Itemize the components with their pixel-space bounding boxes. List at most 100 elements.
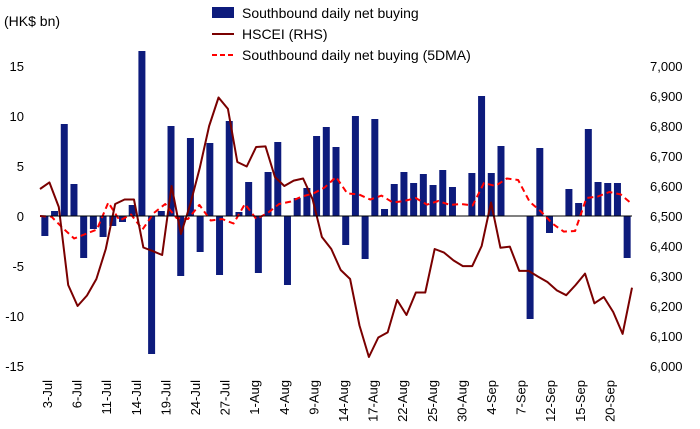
right-tick-5: 6,500: [650, 209, 683, 224]
bar-31: [342, 216, 350, 245]
bar-3: [70, 184, 78, 216]
legend-swatch-bars: [212, 7, 234, 18]
bar-41: [439, 170, 447, 216]
bar-16: [196, 216, 204, 252]
legend-label-bars: Southbound daily net buying: [242, 5, 419, 21]
bar-44: [468, 173, 476, 216]
bar-5: [89, 216, 97, 229]
x-tick-9: 9-Aug: [306, 380, 321, 415]
x-tick-19: 20-Sep: [602, 380, 617, 422]
bar-15: [186, 138, 194, 216]
bar-57: [594, 182, 602, 216]
bar-29: [322, 127, 330, 216]
x-tick-2: 11-Jul: [99, 380, 114, 415]
bar-34: [371, 119, 379, 216]
x-tick-11: 17-Aug: [366, 380, 381, 422]
right-tick-3: 6,300: [650, 269, 683, 284]
bar-13: [167, 126, 175, 216]
right-tick-2: 6,200: [650, 299, 683, 314]
bar-26: [293, 198, 301, 216]
x-tick-18: 15-Sep: [573, 380, 588, 422]
line-hscei: [39, 96, 633, 358]
bar-10: [138, 51, 146, 216]
bar-18: [216, 216, 224, 275]
bar-14: [177, 216, 185, 276]
right-tick-7: 6,700: [650, 149, 683, 164]
bar-35: [381, 209, 389, 216]
bars-series: [41, 51, 631, 354]
bar-22: [254, 216, 262, 273]
bar-23: [264, 172, 272, 216]
right-tick-10: 7,000: [650, 59, 683, 74]
bar-59: [613, 183, 621, 216]
x-tick-8: 4-Aug: [277, 380, 292, 415]
bar-6: [99, 216, 107, 237]
right-tick-4: 6,400: [650, 239, 683, 254]
x-tick-14: 30-Aug: [454, 380, 469, 422]
legend-label-hscei: HSCEI (RHS): [242, 26, 328, 42]
bar-30: [332, 147, 340, 216]
x-tick-17: 12-Sep: [543, 380, 558, 422]
bar-46: [487, 173, 495, 216]
bar-42: [448, 187, 456, 216]
bar-38: [410, 183, 418, 216]
bar-51: [536, 148, 544, 216]
right-tick-6: 6,600: [650, 179, 683, 194]
left-tick-4: 5: [17, 159, 24, 174]
bar-33: [361, 216, 369, 259]
legend-label-dma: Southbound daily net buying (5DMA): [242, 47, 471, 63]
bar-0: [41, 216, 49, 236]
left-tick-3: 0: [17, 209, 24, 224]
x-tick-7: 1-Aug: [247, 380, 262, 415]
x-tick-16: 7-Sep: [514, 380, 529, 415]
x-tick-0: 3-Jul: [40, 380, 55, 408]
left-tick-0: -15: [5, 359, 24, 374]
bar-56: [584, 129, 592, 216]
bar-32: [351, 116, 359, 216]
bar-11: [148, 216, 156, 354]
left-tick-5: 10: [10, 109, 24, 124]
bar-7: [109, 216, 117, 226]
x-tick-10: 14-Aug: [336, 380, 351, 422]
left-tick-6: 15: [10, 59, 24, 74]
right-tick-9: 6,900: [650, 89, 683, 104]
x-tick-4: 19-Jul: [158, 380, 173, 416]
bar-55: [575, 203, 583, 216]
bar-1: [51, 211, 59, 216]
right-tick-8: 6,800: [650, 119, 683, 134]
x-tick-12: 22-Aug: [395, 380, 410, 422]
bar-27: [303, 188, 311, 216]
bar-12: [157, 211, 165, 216]
bar-17: [206, 143, 214, 216]
x-tick-13: 25-Aug: [425, 380, 440, 422]
bar-2: [60, 124, 68, 216]
bar-9: [128, 205, 136, 216]
left-tick-1: -10: [5, 309, 24, 324]
bar-60: [623, 216, 631, 258]
bar-21: [245, 182, 253, 216]
left-axis-unit-label: (HK$ bn): [4, 13, 60, 29]
bar-37: [400, 172, 408, 216]
x-tick-5: 24-Jul: [188, 380, 203, 416]
bar-25: [283, 216, 291, 285]
x-tick-1: 6-Jul: [70, 380, 85, 408]
bar-52: [546, 216, 553, 233]
bar-39: [419, 174, 427, 216]
legend: Southbound daily net buying HSCEI (RHS) …: [212, 5, 471, 63]
bar-58: [604, 183, 612, 216]
bar-45: [478, 96, 486, 216]
x-tick-15: 4-Sep: [484, 380, 499, 415]
bar-19: [225, 121, 233, 216]
bar-4: [80, 216, 88, 258]
bar-47: [497, 146, 505, 216]
bar-50: [526, 216, 534, 319]
bar-40: [429, 185, 437, 216]
x-tick-6: 27-Jul: [218, 380, 233, 416]
x-tick-3: 14-Jul: [129, 380, 144, 416]
line-series: [39, 96, 633, 358]
axes: -15 -10 -5 0 5 10 15 6,000 6,100 6,200 6,300 6,400 6…: [5, 59, 682, 422]
right-tick-0: 6,000: [650, 359, 683, 374]
right-tick-1: 6,100: [650, 329, 683, 344]
bar-36: [390, 184, 398, 216]
